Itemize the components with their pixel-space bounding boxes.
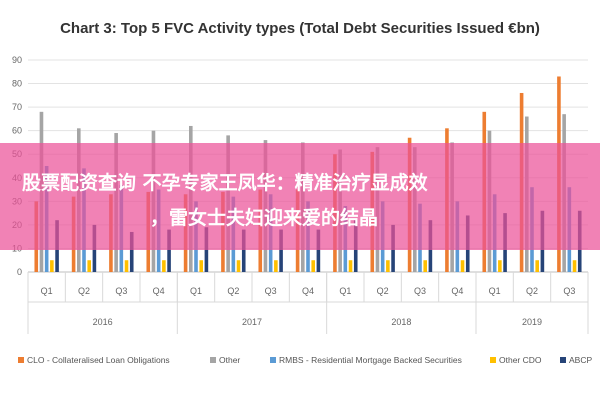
year-group-label: 2019 bbox=[522, 317, 542, 327]
x-tick-label: Q3 bbox=[563, 286, 575, 296]
bar-other bbox=[162, 260, 166, 272]
x-tick-label: Q2 bbox=[78, 286, 90, 296]
y-tick-label: 70 bbox=[12, 102, 22, 112]
bar-other bbox=[348, 260, 353, 272]
legend-swatch bbox=[270, 357, 276, 363]
overlay-banner bbox=[0, 143, 600, 250]
x-tick-label: Q4 bbox=[302, 286, 314, 296]
year-group-label: 2016 bbox=[93, 317, 113, 327]
legend-label: CLO - Collateralised Loan Obligations bbox=[27, 355, 170, 365]
x-tick-label: Q2 bbox=[227, 286, 239, 296]
bar-other bbox=[50, 260, 54, 272]
chart-title: Chart 3: Top 5 FVC Activity types (Total… bbox=[60, 20, 540, 37]
overlay-text-line-2: ，雷女士夫妇迎来爱的结晶 bbox=[150, 207, 379, 229]
year-group-label: 2017 bbox=[242, 317, 262, 327]
bar-abcp bbox=[316, 229, 321, 272]
x-tick-label: Q2 bbox=[377, 286, 389, 296]
legend: CLO - Collateralised Loan Obligations Oth… bbox=[18, 355, 592, 365]
x-tick-label: Q4 bbox=[153, 286, 165, 296]
bar-other bbox=[498, 260, 502, 272]
x-tick-label: Q1 bbox=[339, 286, 351, 296]
bar-other bbox=[311, 260, 315, 272]
bar-abcp bbox=[129, 231, 134, 272]
bar-other bbox=[274, 260, 278, 272]
x-tick-label: Q3 bbox=[265, 286, 277, 296]
bar-other bbox=[460, 260, 465, 272]
legend-swatch bbox=[560, 357, 566, 363]
x-tick-label: Q3 bbox=[115, 286, 127, 296]
x-tick-label: Q3 bbox=[414, 286, 426, 296]
legend-swatch bbox=[18, 357, 24, 363]
bar-abcp bbox=[167, 229, 171, 272]
bar-other bbox=[386, 260, 390, 272]
bar-other bbox=[87, 260, 91, 272]
x-tick-label: Q1 bbox=[489, 286, 501, 296]
bar-abcp bbox=[279, 229, 283, 272]
x-tick-label: Q1 bbox=[41, 286, 53, 296]
bar-other bbox=[535, 260, 539, 272]
bar-other bbox=[423, 260, 427, 272]
legend-swatch bbox=[210, 357, 216, 363]
bar-other bbox=[199, 260, 203, 272]
x-axis: Q1 Q2 Q3 Q4 Q1 Q2 Q3 Q4 Q1 Q2 Q3 Q4 Q1 Q2 Q3 2016 2017 20… bbox=[27, 272, 589, 334]
legend-swatch bbox=[490, 357, 496, 363]
bar-other bbox=[124, 260, 129, 272]
legend-label: ABCP bbox=[569, 355, 592, 365]
y-tick-label: 0 bbox=[17, 267, 22, 277]
bar-other bbox=[236, 260, 241, 272]
x-tick-label: Q4 bbox=[451, 286, 463, 296]
legend-label: Other CDO bbox=[499, 355, 542, 365]
y-tick-label: 80 bbox=[12, 79, 22, 89]
bar-abcp bbox=[241, 229, 246, 272]
y-tick-label: 60 bbox=[12, 126, 22, 136]
x-tick-label: Q2 bbox=[526, 286, 538, 296]
overlay-text-line-1: 股票配资查询 不孕专家王凤华：精准治疗显成效 bbox=[22, 172, 428, 194]
y-tick-label: 90 bbox=[12, 55, 22, 65]
x-tick-label: Q1 bbox=[190, 286, 202, 296]
legend-label: RMBS - Residential Mortgage Backed Secur… bbox=[279, 355, 462, 365]
bar-other bbox=[572, 260, 577, 272]
legend-label: Other bbox=[219, 355, 240, 365]
year-group-label: 2018 bbox=[391, 317, 411, 327]
